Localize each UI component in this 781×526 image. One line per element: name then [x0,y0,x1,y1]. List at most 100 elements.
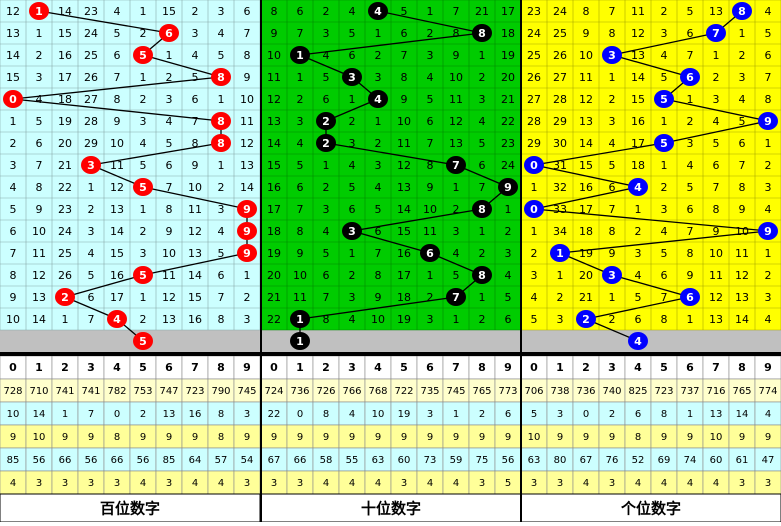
cell: 9 [271,27,278,40]
stat-value: 747 [159,386,178,397]
cell: 3 [36,71,43,84]
cell: 3 [479,93,486,106]
cell: 9 [10,291,17,304]
cell: 6 [687,27,694,40]
cell: 3 [192,27,199,40]
cell: 2 [297,93,304,106]
cell: 4 [36,93,43,106]
draw-ball [133,46,153,64]
cell: 4 [453,247,460,260]
connector [611,54,691,78]
cell: 24 [58,225,72,238]
cell: 6 [192,93,199,106]
cell: 8 [323,313,330,326]
connector [142,186,248,210]
cell: 15 [397,225,411,238]
draw-digit: 1 [296,49,304,62]
cell: 8 [609,225,616,238]
cell: 5 [349,181,356,194]
stat-value: 61 [736,455,749,466]
stat-value: 0 [114,409,120,420]
connector [90,142,222,166]
stat-value: 9 [427,432,433,443]
header-digit: 4 [374,361,382,374]
title-cell [260,493,522,523]
draw-digit: 3 [608,49,616,62]
cell: 7 [479,181,486,194]
draw-digit: 3 [348,71,356,84]
cell: 1 [297,71,304,84]
connector [611,274,691,298]
cell: 5 [713,137,720,150]
cell: 6 [713,159,720,172]
cell: 1 [635,203,642,216]
cell: 2 [192,5,199,18]
cell: 12 [709,291,723,304]
cell: 5 [401,5,408,18]
stat-value: 9 [453,432,459,443]
stat-value: 738 [550,386,569,397]
stat-value: 6 [635,409,641,420]
stat-value: 10 [33,432,46,443]
cell: 6 [505,313,512,326]
cell: 4 [531,291,538,304]
draw-ball [211,112,231,130]
cell: 1 [713,49,720,62]
cell: 13 [449,137,463,150]
stat-value: 1 [687,409,693,420]
cell: 3 [166,93,173,106]
draw-ball [446,156,466,174]
cell: 16 [58,49,72,62]
cell: 3 [297,115,304,128]
cell: 3 [609,115,616,128]
cell: 1 [218,93,225,106]
stat-value: 3 [166,478,172,489]
stat-value: 3 [479,478,485,489]
header-digit: 3 [348,361,356,374]
header-digit: 5 [660,361,668,374]
stat-value: 8 [218,432,224,443]
stat-value: 2 [140,409,146,420]
cell: 7 [297,203,304,216]
cell: 5 [88,269,95,282]
cell: 10 [32,225,46,238]
cell: 8 [401,71,408,84]
draw-digit: 3 [87,159,95,172]
draw-digit: 9 [243,247,251,260]
stat-value: 63 [528,455,541,466]
cell: 12 [110,181,124,194]
header-digit: 9 [504,361,512,374]
stat-value: 1 [62,409,68,420]
cell: 24 [527,27,541,40]
stat-value: 765 [732,386,751,397]
connector [533,142,665,166]
stat-value: 73 [424,455,437,466]
stat-value: 9 [271,432,277,443]
draw-ball [133,266,153,284]
cell: 1 [765,247,772,260]
cell: 3 [375,159,382,172]
cell: 9 [401,93,408,106]
cell: 17 [397,269,411,282]
stat-value: 3 [557,409,563,420]
cell: 8 [36,181,43,194]
cell: 6 [10,225,17,238]
cell: 25 [553,27,567,40]
stat-value: 66 [111,455,124,466]
cell: 8 [583,5,590,18]
cell: 22 [267,313,281,326]
header-digit: 6 [165,361,173,374]
cell: 5 [323,247,330,260]
cell: 11 [709,269,723,282]
cell: 9 [583,27,590,40]
cell: 5 [297,159,304,172]
cell: 15 [188,291,202,304]
cell: 3 [661,27,668,40]
cell: 4 [765,5,772,18]
cell: 19 [58,115,72,128]
cell: 19 [501,49,515,62]
stat-value: 728 [3,386,22,397]
connector [585,296,691,320]
cell: 21 [58,159,72,172]
